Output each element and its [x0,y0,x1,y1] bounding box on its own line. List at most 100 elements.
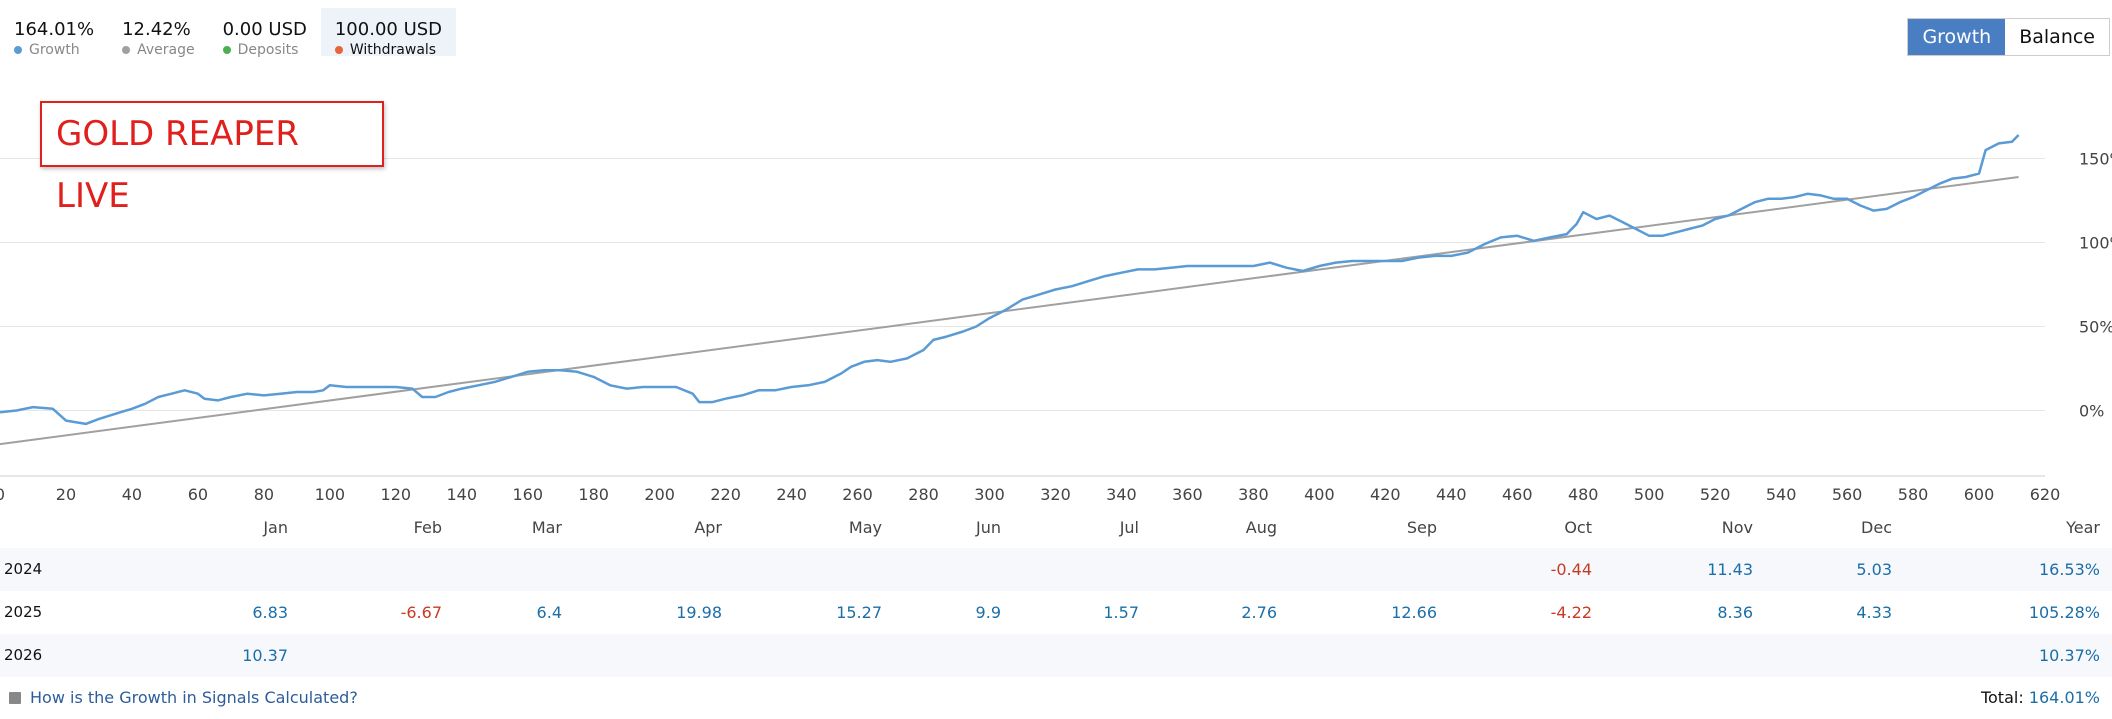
x-tick-label: 40 [122,485,142,504]
x-tick-label: 240 [776,485,807,504]
year-label: 2025 [4,603,43,621]
month-header: Feb [413,518,442,537]
month-value: 8.36 [1717,603,1753,622]
x-tick-label: 480 [1568,485,1599,504]
month-value: 6.4 [536,603,562,622]
chart-series [0,134,2020,446]
x-axis: 0 20 40 60 80 100 120 140 160 180 200 220 240 260 280 3… [0,485,2060,504]
stat-average[interactable]: 12.42% Average [108,8,209,58]
stat-average-value: 12.42% [122,19,191,40]
x-tick-label: 580 [1898,485,1929,504]
month-header: Dec [1861,518,1892,537]
average-trend-line [0,176,2019,446]
month-value: -0.44 [1550,560,1592,579]
stat-deposits-label: Deposits [237,42,299,58]
x-tick-label: 320 [1040,485,1071,504]
y-tick-label: 0% [2079,401,2104,420]
month-header: Nov [1721,518,1753,537]
x-tick-label: 360 [1172,485,1203,504]
chart-annotation: GOLD REAPER LIVE [40,101,384,216]
month-header: Apr [694,518,722,537]
y-tick-label: 50% [2079,317,2112,336]
stat-deposits-value: 0.00 USD [222,19,307,40]
x-tick-label: 280 [908,485,939,504]
month-value: 2.76 [1241,603,1277,622]
footer: How is the Growth in Signals Calculated?… [0,688,2112,712]
x-tick-label: 80 [254,485,274,504]
month-value: 16.53% [2038,560,2100,579]
month-value: 5.03 [1856,560,1892,579]
x-tick-label: 260 [842,485,873,504]
x-tick-label: 600 [1964,485,1995,504]
month-value: 15.27 [836,603,882,622]
x-tick-label: 60 [188,485,208,504]
growth-series-line [0,134,2020,426]
month-value: 11.43 [1707,560,1753,579]
withdrawals-dot-icon [334,46,343,54]
x-tick-label: 140 [447,485,478,504]
x-tick-label: 220 [710,485,741,504]
x-tick-label: 0 [0,485,5,504]
x-tick-label: 180 [578,485,609,504]
month-value: 1.57 [1103,603,1139,622]
month-header: Aug [1245,518,1277,537]
y-tick-label: 150% [2079,149,2112,168]
help-icon [9,691,21,704]
stat-growth-label: Growth [29,42,80,58]
month-header: Year [2066,518,2100,537]
x-tick-label: 460 [1502,485,1533,504]
month-value: 9.9 [975,603,1001,622]
month-value: -4.22 [1550,603,1592,622]
stat-withdrawals-label: Withdrawals [349,42,437,58]
stat-deposits[interactable]: 0.00 USD Deposits [209,8,321,58]
month-header: May [848,518,882,537]
x-tick-label: 540 [1766,485,1797,504]
average-dot-icon [122,46,131,54]
help-link[interactable]: How is the Growth in Signals Calculated? [9,688,358,707]
x-tick-label: 120 [381,485,412,504]
x-tick-label: 200 [644,485,675,504]
month-value: 10.37 [242,646,288,665]
x-tick-label: 100 [315,485,346,504]
stat-growth-value: 164.01% [14,19,95,40]
year-label: 2024 [4,560,43,578]
x-tick-label: 300 [974,485,1005,504]
balance-button[interactable]: Balance [2005,19,2109,55]
x-tick-label: 400 [1304,485,1335,504]
month-header: Jan [263,518,288,537]
month-value: 6.83 [252,603,288,622]
growth-button[interactable]: Growth [1908,19,2006,55]
total: Total: 164.01% [1981,688,2100,707]
total-value: 164.01% [2028,688,2100,707]
x-tick-label: 420 [1370,485,1401,504]
table-row: 2024 -0.44 11.43 5.03 16.53% [0,548,2112,591]
month-value: 4.33 [1856,603,1892,622]
month-header: Jun [976,518,1001,537]
chart-grid [0,157,2045,477]
x-tick-label: 340 [1106,485,1137,504]
total-label: Total: [1980,688,2024,707]
year-label: 2026 [4,646,43,664]
chart-mode-toggle: Growth Balance [1907,18,2110,56]
stat-withdrawals[interactable]: 100.00 USD Withdrawals [320,8,457,58]
month-value: -6.67 [400,603,442,622]
month-value: 105.28% [2028,603,2100,622]
help-link-text[interactable]: How is the Growth in Signals Calculated? [30,688,358,707]
month-value: 10.37% [2038,646,2100,665]
table-row: 2026 10.37 10.37% [0,634,2112,677]
month-header: Oct [1564,518,1592,537]
month-header: Mar [531,518,562,537]
deposits-dot-icon [222,46,231,54]
y-tick-label: 100% [2079,233,2112,252]
stat-growth[interactable]: 164.01% Growth [0,8,108,58]
x-tick-label: 520 [1700,485,1731,504]
month-header: Sep [1406,518,1437,537]
x-tick-label: 440 [1436,485,1467,504]
monthly-table-body: 2024 -0.44 11.43 5.03 16.53% 2025 6.83 -6.67 6.4… [0,548,2112,677]
x-tick-label: 380 [1238,485,1269,504]
x-tick-label: 560 [1832,485,1863,504]
monthly-table-header: Jan Feb Mar Apr May Jun Jul Aug Sep Oct Nov Dec Year [0,508,2112,548]
monthly-table: Jan Feb Mar Apr May Jun Jul Aug Sep Oct Nov Dec Year… [0,508,2112,677]
growth-dot-icon [14,46,22,54]
x-tick-label: 500 [1634,485,1665,504]
